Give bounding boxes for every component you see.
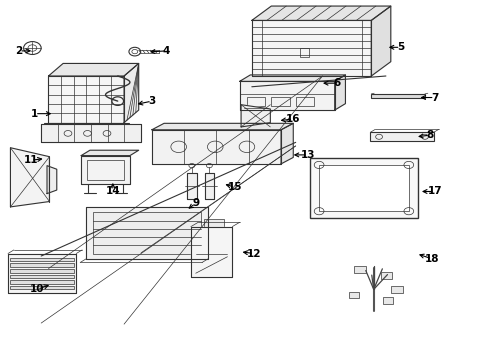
Text: 10: 10	[30, 284, 44, 294]
Bar	[203, 235, 223, 246]
Polygon shape	[204, 173, 214, 199]
Polygon shape	[241, 105, 270, 127]
Bar	[383, 297, 392, 304]
Text: 3: 3	[148, 96, 155, 106]
Bar	[295, 97, 314, 106]
Bar	[10, 275, 74, 278]
Text: 17: 17	[427, 186, 441, 197]
Bar	[380, 272, 391, 279]
Bar	[203, 220, 223, 228]
Text: 6: 6	[333, 78, 340, 88]
Text: 11: 11	[23, 155, 38, 165]
Polygon shape	[152, 130, 281, 164]
Polygon shape	[81, 150, 139, 156]
Text: 14: 14	[105, 186, 120, 196]
Polygon shape	[370, 6, 390, 76]
Text: 4: 4	[163, 46, 170, 56]
Polygon shape	[239, 81, 334, 110]
Text: 8: 8	[426, 130, 432, 140]
Bar	[348, 292, 358, 298]
Polygon shape	[281, 123, 293, 164]
Bar	[246, 97, 265, 106]
Polygon shape	[41, 125, 141, 142]
Bar	[369, 132, 433, 141]
Bar	[370, 94, 424, 98]
Bar	[390, 286, 402, 293]
Text: 15: 15	[227, 182, 242, 192]
Bar	[10, 280, 74, 284]
Polygon shape	[334, 75, 345, 110]
Polygon shape	[48, 63, 139, 76]
Bar	[87, 160, 124, 180]
Bar	[319, 165, 408, 211]
Text: 7: 7	[430, 93, 437, 103]
Polygon shape	[10, 148, 49, 207]
Bar	[10, 269, 74, 273]
Polygon shape	[48, 76, 124, 123]
Polygon shape	[47, 166, 57, 194]
Polygon shape	[251, 6, 390, 21]
Text: 5: 5	[396, 42, 404, 52]
Bar	[10, 264, 74, 267]
Bar	[93, 212, 200, 253]
Text: 18: 18	[424, 254, 439, 264]
Text: 1: 1	[31, 109, 39, 119]
Polygon shape	[239, 75, 345, 81]
Polygon shape	[86, 207, 207, 259]
Bar	[353, 266, 366, 273]
Text: 13: 13	[300, 150, 314, 160]
Polygon shape	[8, 253, 76, 293]
Bar	[10, 258, 74, 261]
Polygon shape	[186, 173, 196, 199]
Polygon shape	[124, 63, 139, 123]
Text: 16: 16	[285, 114, 300, 124]
Polygon shape	[81, 156, 130, 184]
Bar	[10, 286, 74, 289]
Polygon shape	[152, 123, 293, 130]
Polygon shape	[251, 21, 370, 76]
Text: 9: 9	[192, 198, 199, 208]
Polygon shape	[190, 226, 232, 277]
Bar	[299, 48, 308, 57]
Text: 12: 12	[246, 248, 261, 258]
Bar	[271, 97, 289, 106]
Text: 2: 2	[16, 46, 23, 56]
Bar	[310, 158, 417, 218]
